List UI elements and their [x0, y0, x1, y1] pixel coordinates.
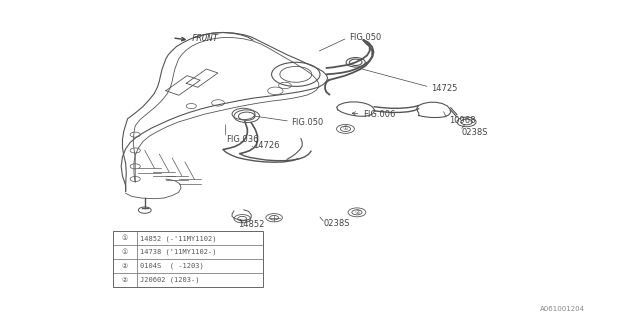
Text: 14738 ('11MY1102-): 14738 ('11MY1102-) [140, 249, 216, 255]
Text: FIG.050: FIG.050 [349, 33, 381, 42]
Text: 14852 (-'11MY1102): 14852 (-'11MY1102) [140, 235, 216, 242]
Text: FRONT: FRONT [191, 34, 218, 43]
Text: FIG.050: FIG.050 [291, 118, 324, 127]
Text: 14852: 14852 [239, 220, 265, 229]
Text: A061001204: A061001204 [540, 306, 585, 312]
Text: 0238S: 0238S [461, 128, 488, 137]
Text: FIG.036: FIG.036 [227, 135, 259, 144]
Text: ①: ① [122, 235, 128, 241]
Text: 0104S  ( -1203): 0104S ( -1203) [140, 263, 204, 269]
Text: 14725: 14725 [431, 84, 457, 93]
Text: 0238S: 0238S [323, 219, 349, 228]
Text: ①: ① [122, 249, 128, 255]
Text: ②: ② [354, 210, 360, 215]
Text: ①: ① [342, 126, 348, 132]
Text: ②: ② [122, 277, 128, 283]
Text: 14726: 14726 [253, 141, 280, 150]
Text: 10968: 10968 [449, 116, 476, 125]
Text: FIG.006: FIG.006 [352, 110, 396, 119]
Bar [113, 231, 262, 287]
Text: ②: ② [122, 263, 128, 269]
Text: J20602 (1203-): J20602 (1203-) [140, 277, 199, 283]
